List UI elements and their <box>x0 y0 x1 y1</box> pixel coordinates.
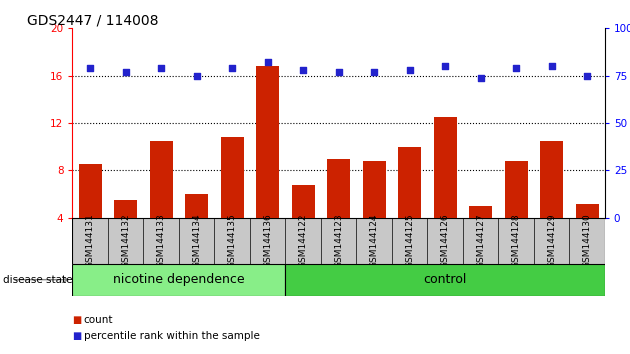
Text: nicotine dependence: nicotine dependence <box>113 273 244 286</box>
Text: GSM144126: GSM144126 <box>440 213 450 268</box>
Point <box>120 69 131 75</box>
Point <box>227 65 237 71</box>
Point <box>85 65 95 71</box>
Text: ■: ■ <box>72 315 82 325</box>
Text: control: control <box>423 273 467 286</box>
Text: GSM144124: GSM144124 <box>370 213 379 268</box>
Point <box>404 67 415 73</box>
Point <box>476 75 486 80</box>
Text: GSM144129: GSM144129 <box>547 213 556 268</box>
Bar <box>363 161 386 218</box>
Text: GSM144125: GSM144125 <box>405 213 414 268</box>
Text: GDS2447 / 114008: GDS2447 / 114008 <box>27 13 159 27</box>
Point <box>582 73 592 79</box>
Text: disease state: disease state <box>3 275 72 285</box>
Bar <box>114 200 137 218</box>
Text: ■: ■ <box>72 331 82 341</box>
Text: percentile rank within the sample: percentile rank within the sample <box>84 331 260 341</box>
Bar <box>256 66 279 218</box>
Bar <box>398 147 421 218</box>
Text: GSM144134: GSM144134 <box>192 213 201 268</box>
Point <box>333 69 343 75</box>
Bar <box>185 194 208 218</box>
Bar <box>540 141 563 218</box>
Text: GSM144132: GSM144132 <box>121 213 130 268</box>
Text: GSM144122: GSM144122 <box>299 213 307 268</box>
Bar <box>292 184 314 218</box>
Text: GSM144128: GSM144128 <box>512 213 520 268</box>
Bar <box>79 165 101 218</box>
Text: GSM144133: GSM144133 <box>157 213 166 268</box>
Bar <box>72 264 285 296</box>
Text: GSM144136: GSM144136 <box>263 213 272 268</box>
Bar <box>433 117 457 218</box>
Text: count: count <box>84 315 113 325</box>
Bar <box>469 206 492 218</box>
Text: GSM144130: GSM144130 <box>583 213 592 268</box>
Point <box>369 69 379 75</box>
Point <box>298 67 308 73</box>
Point <box>156 65 166 71</box>
Bar <box>220 137 244 218</box>
Text: GSM144127: GSM144127 <box>476 213 485 268</box>
Bar <box>576 204 598 218</box>
Point <box>546 63 557 69</box>
Point <box>192 73 202 79</box>
Text: GSM144131: GSM144131 <box>86 213 94 268</box>
Point <box>263 59 273 65</box>
Point <box>440 63 450 69</box>
Bar <box>285 264 605 296</box>
Text: GSM144123: GSM144123 <box>334 213 343 268</box>
Text: GSM144135: GSM144135 <box>227 213 237 268</box>
Bar <box>150 141 173 218</box>
Point <box>511 65 521 71</box>
Bar <box>505 161 527 218</box>
Bar <box>327 159 350 218</box>
